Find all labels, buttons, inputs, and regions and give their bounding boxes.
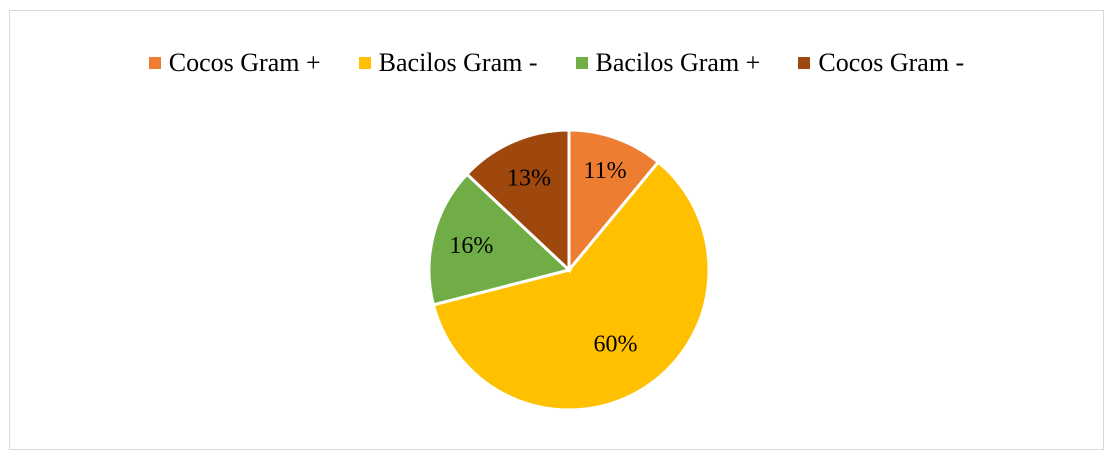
pie-slice-bacilos-gram — [431, 160, 711, 412]
slice-data-label: 16% — [449, 233, 493, 259]
legend-swatch — [575, 57, 588, 69]
legend-label: Cocos Gram - — [818, 48, 965, 77]
legend-item-bacilos-gram-minus: Bacilos Gram - — [358, 48, 538, 78]
pie-slice-cocos-gram — [567, 128, 661, 275]
chart-legend: Cocos Gram + Bacilos Gram - Bacilos Gram… — [10, 48, 1103, 78]
legend-label: Cocos Gram + — [168, 48, 321, 77]
chart-frame: Cocos Gram + Bacilos Gram - Bacilos Gram… — [9, 10, 1104, 450]
legend-label: Bacilos Gram + — [595, 48, 761, 77]
legend-item-cocos-gram-plus: Cocos Gram + — [148, 48, 321, 78]
pie-slice-bacilos-gram — [427, 172, 573, 307]
slice-data-label: 13% — [507, 165, 551, 191]
legend-item-cocos-gram-minus: Cocos Gram - — [798, 48, 964, 78]
slice-data-label: 11% — [583, 158, 626, 184]
legend-swatch — [358, 57, 371, 69]
legend-swatch — [798, 57, 811, 69]
legend-label: Bacilos Gram - — [378, 48, 538, 77]
legend-swatch — [148, 57, 161, 69]
legend-item-bacilos-gram-plus: Bacilos Gram + — [575, 48, 761, 78]
slice-data-label: 60% — [594, 331, 638, 357]
pie-slice-cocos-gram — [464, 128, 571, 274]
pie-chart: 11% 60% 16% 13% — [427, 128, 711, 412]
